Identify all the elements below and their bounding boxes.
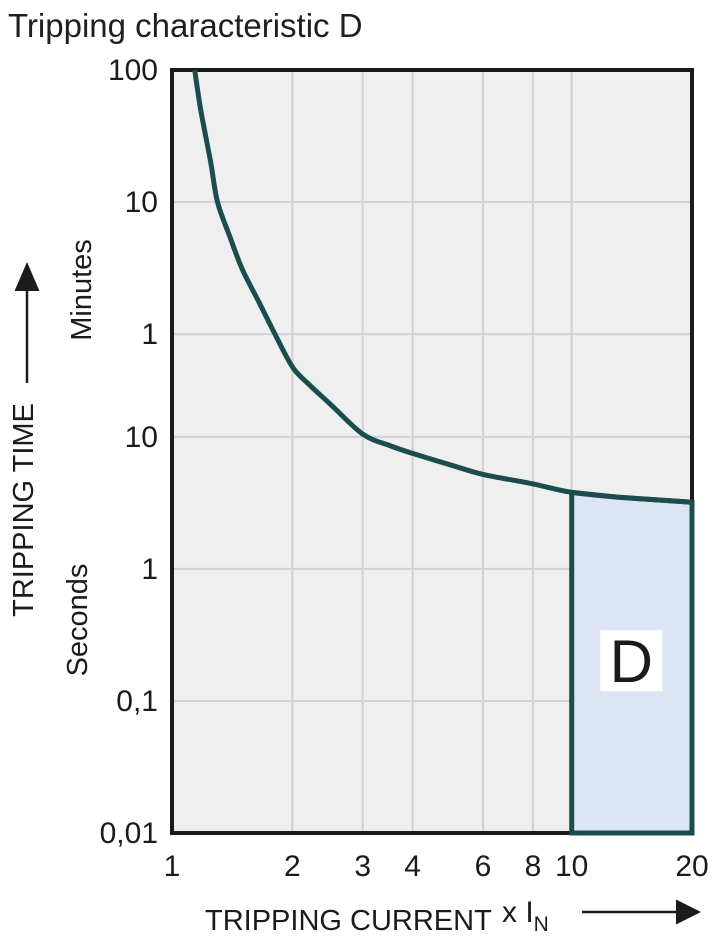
y-unit-label: Minutes <box>66 239 98 341</box>
tripping-curve <box>192 69 693 505</box>
x-tick-label: 3 <box>354 850 371 883</box>
y-tick-label: 100 <box>108 54 158 87</box>
y-tick-label: 0,1 <box>116 685 158 718</box>
y-axis-arrow-up-icon <box>14 262 40 291</box>
region-d-label-box <box>600 630 663 692</box>
x-axis-title: TRIPPING CURRENT <box>205 905 492 937</box>
page-title: Tripping characteristic D <box>8 7 363 44</box>
x-tick-label: 2 <box>284 850 301 883</box>
y-tick-label: 1 <box>141 553 158 586</box>
y-tick-label: 10 <box>125 421 158 454</box>
x-tick-label: 6 <box>475 850 492 883</box>
x-axis-arrow-right-icon <box>676 899 701 925</box>
x-tick-label: 8 <box>525 850 542 883</box>
y-tick-label: 1 <box>141 318 158 351</box>
x-tick-label: 4 <box>404 850 421 883</box>
y-tick-label: 0,01 <box>100 817 158 850</box>
x-axis-unit: x IN <box>502 896 549 936</box>
y-tick-label: 10 <box>125 186 158 219</box>
y-unit-label: Seconds <box>62 564 94 677</box>
region-d-label: D <box>610 628 653 695</box>
x-tick-label: 20 <box>675 850 708 883</box>
y-axis-title: TRIPPING TIME <box>8 403 40 617</box>
plot-frame <box>170 68 694 835</box>
x-tick-label: 10 <box>555 850 588 883</box>
x-tick-label: 1 <box>164 850 181 883</box>
